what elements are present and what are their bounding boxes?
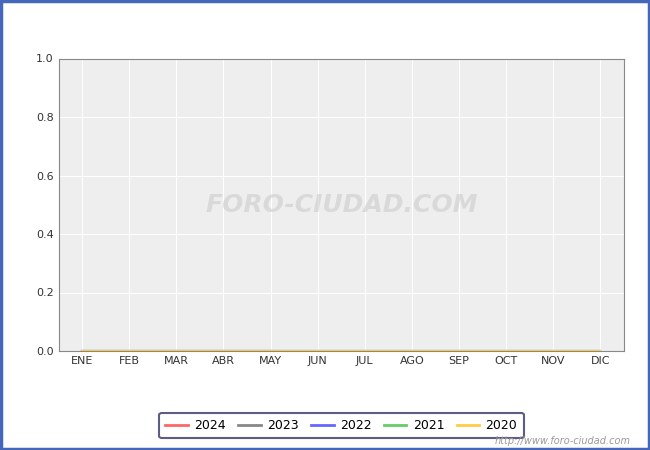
2021	[266, 348, 274, 354]
2020	[455, 348, 463, 354]
2023	[125, 348, 133, 354]
2021	[455, 348, 463, 354]
2023	[455, 348, 463, 354]
2022	[125, 348, 133, 354]
Text: FORO-CIUDAD.COM: FORO-CIUDAD.COM	[205, 193, 478, 217]
2022	[361, 348, 369, 354]
2020	[78, 348, 86, 354]
2024	[220, 348, 228, 354]
2020	[361, 348, 369, 354]
2022	[266, 348, 274, 354]
2022	[408, 348, 416, 354]
2023	[78, 348, 86, 354]
2022	[172, 348, 180, 354]
2020	[597, 348, 604, 354]
2021	[408, 348, 416, 354]
2024	[172, 348, 180, 354]
2022	[455, 348, 463, 354]
2023	[314, 348, 322, 354]
2022	[314, 348, 322, 354]
2021	[125, 348, 133, 354]
2020	[549, 348, 557, 354]
2020	[314, 348, 322, 354]
2023	[597, 348, 604, 354]
2022	[502, 348, 510, 354]
2021	[220, 348, 228, 354]
2021	[597, 348, 604, 354]
2021	[549, 348, 557, 354]
2024	[266, 348, 274, 354]
2020	[408, 348, 416, 354]
2023	[502, 348, 510, 354]
2024	[78, 348, 86, 354]
2021	[172, 348, 180, 354]
Text: Matriculaciones de Vehiculos en Villaseca de Henares: Matriculaciones de Vehiculos en Villasec…	[120, 21, 530, 36]
2020	[172, 348, 180, 354]
2023	[266, 348, 274, 354]
2024	[125, 348, 133, 354]
2020	[502, 348, 510, 354]
2023	[361, 348, 369, 354]
2023	[549, 348, 557, 354]
2023	[220, 348, 228, 354]
2022	[597, 348, 604, 354]
2022	[549, 348, 557, 354]
Text: http://www.foro-ciudad.com: http://www.foro-ciudad.com	[495, 436, 630, 446]
2022	[78, 348, 86, 354]
2021	[502, 348, 510, 354]
2021	[78, 348, 86, 354]
2023	[172, 348, 180, 354]
2022	[220, 348, 228, 354]
Legend: 2024, 2023, 2022, 2021, 2020: 2024, 2023, 2022, 2021, 2020	[159, 413, 523, 438]
2021	[314, 348, 322, 354]
2020	[266, 348, 274, 354]
2023	[408, 348, 416, 354]
2020	[125, 348, 133, 354]
2021	[361, 348, 369, 354]
2020	[220, 348, 228, 354]
